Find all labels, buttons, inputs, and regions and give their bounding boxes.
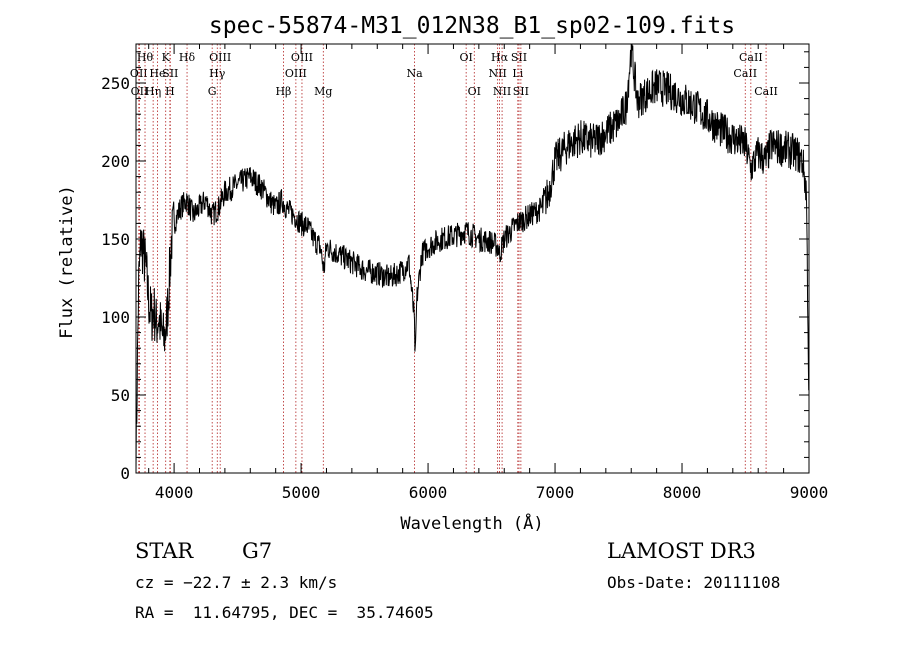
y-tick-label: 150 <box>101 230 130 249</box>
line-marker-label: OI <box>459 51 472 64</box>
axis-ticks: 4000 5000 6000 7000 8000 9000 0 50 100 150 200 250 <box>101 44 828 502</box>
line-marker-label: Hβ <box>275 85 291 98</box>
plot-frame <box>135 43 810 474</box>
line-marker-label: SII <box>513 85 529 98</box>
star-subclass: G7 <box>242 539 273 563</box>
y-axis-label: Flux (relative) <box>57 185 77 339</box>
line-marker-label: K <box>162 51 171 64</box>
y-tick-label: 250 <box>101 74 130 93</box>
line-marker-label: NII <box>488 67 506 80</box>
line-marker-label: Hθ <box>137 51 154 64</box>
line-marker-label: Hδ <box>179 51 196 64</box>
line-marker-label: Hγ <box>209 67 226 80</box>
line-marker-label: Hη <box>145 85 161 98</box>
line-marker-label: Hα <box>491 51 509 64</box>
x-tick-label: 4000 <box>155 483 194 502</box>
line-marker-label: SII <box>511 51 527 64</box>
line-marker-label: Mg <box>314 85 332 98</box>
x-tick-label: 5000 <box>282 483 321 502</box>
x-tick-label: 7000 <box>536 483 575 502</box>
survey-name: LAMOST DR3 <box>607 539 756 563</box>
coordinates-readout: RA = 11.64795, DEC = 35.74605 <box>135 603 434 622</box>
line-marker-label: Li <box>512 67 523 80</box>
spectrum-series <box>135 43 810 474</box>
line-marker-label: OIII <box>285 67 307 80</box>
line-marker-label: CaII <box>733 67 757 80</box>
line-marker-label: OIII <box>291 51 313 64</box>
line-marker-label: He <box>149 67 165 80</box>
y-tick-label: 50 <box>111 386 130 405</box>
line-marker-label: CaII <box>739 51 763 64</box>
x-tick-label: 8000 <box>663 483 702 502</box>
y-tick-label: 100 <box>101 308 130 327</box>
y-tick-label: 200 <box>101 152 130 171</box>
x-tick-label: 6000 <box>409 483 448 502</box>
x-axis-label: Wavelength (Å) <box>400 512 543 534</box>
line-marker-label: G <box>208 85 217 98</box>
velocity-readout: cz = −22.7 ± 2.3 km/s <box>135 573 338 592</box>
line-marker-label: H <box>165 85 175 98</box>
star-class: STAR <box>135 539 194 563</box>
y-tick-label: 0 <box>120 464 130 483</box>
line-marker-label: OII <box>131 85 149 98</box>
line-marker-label: OIII <box>209 51 231 64</box>
line-marker-label: OII <box>130 67 148 80</box>
line-marker-label: NII <box>493 85 511 98</box>
observation-date: Obs-Date: 20111108 <box>607 573 781 592</box>
line-marker-label: Na <box>407 67 424 80</box>
line-marker-label: SII <box>162 67 178 80</box>
line-marker-label: CaII <box>754 85 778 98</box>
chart-title: spec-55874-M31_012N38_B1_sp02-109.fits <box>209 13 735 39</box>
spectrum-line <box>135 43 810 474</box>
line-marker-label: OI <box>468 85 481 98</box>
x-tick-label: 9000 <box>790 483 829 502</box>
emission-line-markers: OIIOIIHθHηHeKHSIIHδGHγOIIIHβOIIIOIIIMgNa… <box>130 44 778 473</box>
